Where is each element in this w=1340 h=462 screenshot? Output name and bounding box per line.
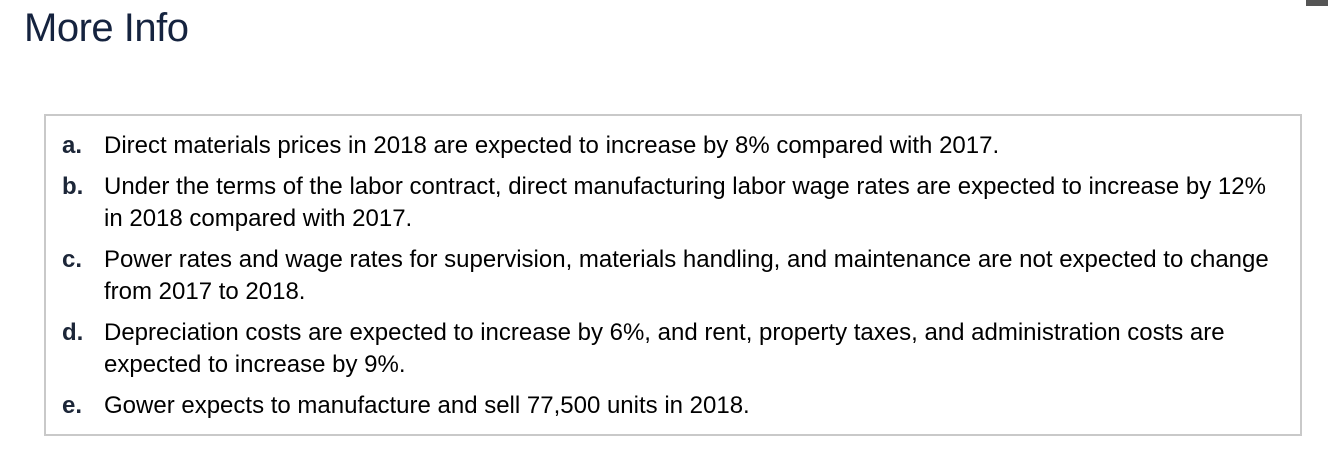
window-control-marker[interactable] <box>1306 0 1328 6</box>
item-text: Power rates and wage rates for supervisi… <box>104 246 1269 305</box>
info-list: a. Direct materials prices in 2018 are e… <box>46 116 1300 422</box>
item-text: Direct materials prices in 2018 are expe… <box>104 132 1000 159</box>
list-item-d: d. Depreciation costs are expected to in… <box>46 317 1300 381</box>
info-box: a. Direct materials prices in 2018 are e… <box>44 114 1302 436</box>
item-letter: c. <box>62 246 83 273</box>
item-letter: e. <box>62 392 83 419</box>
item-letter: a. <box>62 132 83 159</box>
item-text: Gower expects to manufacture and sell 77… <box>104 392 750 419</box>
item-letter: b. <box>62 173 84 200</box>
page-title: More Info <box>24 6 189 50</box>
item-letter: d. <box>62 319 84 346</box>
list-item-c: c. Power rates and wage rates for superv… <box>46 244 1300 308</box>
list-item-e: e. Gower expects to manufacture and sell… <box>46 390 1300 422</box>
list-item-a: a. Direct materials prices in 2018 are e… <box>46 130 1300 162</box>
item-text: Under the terms of the labor contract, d… <box>104 173 1266 232</box>
item-text: Depreciation costs are expected to incre… <box>104 319 1225 378</box>
list-item-b: b. Under the terms of the labor contract… <box>46 171 1300 235</box>
